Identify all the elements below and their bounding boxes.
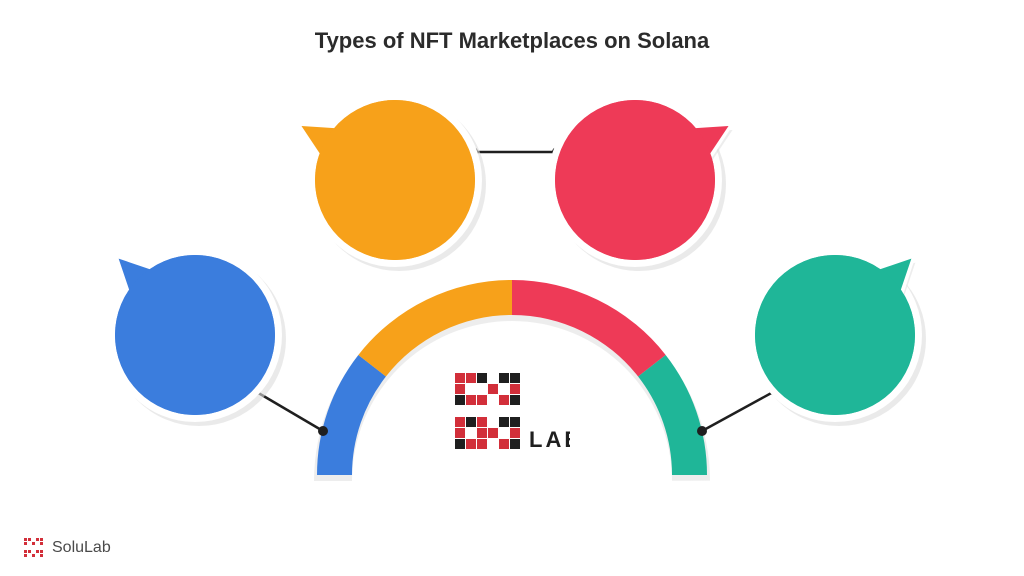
brand-name: SoluLab (52, 539, 111, 557)
solulab-mark-icon (24, 538, 44, 558)
svg-text:LAB: LAB (529, 427, 570, 452)
brand-footer: SoluLab (24, 538, 111, 558)
solulab-logo-center: LAB (455, 373, 570, 468)
infographic-canvas (0, 0, 1024, 576)
